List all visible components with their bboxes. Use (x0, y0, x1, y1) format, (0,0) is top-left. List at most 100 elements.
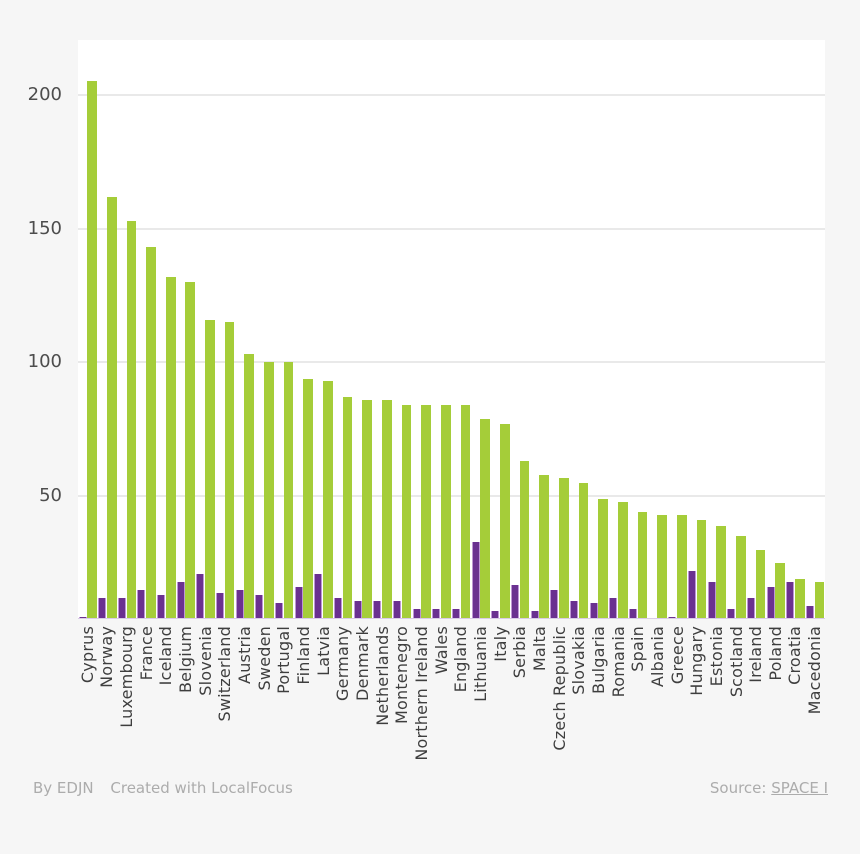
bar-ireland-purple[interactable] (746, 597, 755, 618)
gridline-100 (78, 361, 825, 364)
bar-estonia-purple[interactable] (707, 581, 716, 618)
bar-england-green[interactable] (460, 405, 471, 618)
bar-lithuania-green[interactable] (480, 418, 491, 618)
y-tick-label-50: 50 (39, 485, 62, 507)
x-label-czech-republic: Czech Republic (549, 626, 569, 751)
bar-scotland-green[interactable] (735, 536, 746, 618)
bar-czech-republic-green[interactable] (558, 477, 569, 618)
x-label-germany: Germany (333, 626, 353, 701)
bar-luxembourg-purple[interactable] (117, 597, 126, 618)
bar-denmark-green[interactable] (362, 399, 373, 618)
bar-montenegro-purple[interactable] (393, 600, 402, 618)
bar-ireland-green[interactable] (755, 549, 766, 618)
bar-slovakia-green[interactable] (578, 482, 589, 618)
bar-denmark-purple[interactable] (353, 600, 362, 618)
bar-austria-green[interactable] (244, 354, 255, 618)
bar-slovakia-purple[interactable] (569, 600, 578, 618)
bar-sweden-purple[interactable] (255, 595, 264, 618)
x-label-serbia: Serbia (510, 626, 530, 679)
bar-norway-purple[interactable] (98, 597, 107, 618)
bar-france-green[interactable] (146, 247, 156, 618)
bar-iceland-purple[interactable] (157, 595, 166, 618)
bar-albania-green[interactable] (657, 514, 667, 618)
bar-malta-green[interactable] (539, 474, 550, 618)
bar-belgium-green[interactable] (185, 282, 196, 618)
bar-spain-green[interactable] (637, 512, 648, 618)
bar-slovenia-green[interactable] (205, 319, 215, 618)
source-link[interactable]: SPACE I (771, 779, 828, 797)
bar-croatia-purple[interactable] (786, 581, 795, 618)
gridline-50 (78, 495, 825, 498)
x-label-greece: Greece (667, 626, 687, 685)
gridline-150 (78, 227, 825, 230)
bar-serbia-green[interactable] (519, 461, 530, 618)
x-label-hungary: Hungary (687, 626, 707, 696)
bar-montenegro-green[interactable] (401, 405, 412, 618)
bar-northern-ireland-purple[interactable] (412, 608, 421, 618)
bar-bulgaria-green[interactable] (598, 498, 608, 618)
bar-lithuania-purple[interactable] (471, 541, 480, 618)
x-label-malta: Malta (529, 626, 549, 672)
x-label-finland: Finland (294, 626, 314, 685)
bar-switzerland-green[interactable] (224, 322, 235, 618)
x-label-switzerland: Switzerland (215, 626, 235, 722)
bar-scotland-purple[interactable] (727, 608, 736, 618)
bar-finland-green[interactable] (303, 378, 314, 618)
bar-poland-green[interactable] (775, 563, 785, 618)
bar-switzerland-purple[interactable] (216, 592, 225, 618)
x-label-luxembourg: Luxembourg (117, 626, 137, 728)
bar-czech-republic-purple[interactable] (550, 589, 559, 618)
bar-italy-green[interactable] (500, 424, 510, 618)
bar-netherlands-purple[interactable] (373, 600, 382, 618)
bar-hungary-green[interactable] (696, 520, 707, 618)
bar-wales-green[interactable] (441, 405, 451, 618)
bar-macedonia-purple[interactable] (805, 605, 814, 618)
bar-sweden-green[interactable] (264, 362, 274, 618)
bar-macedonia-green[interactable] (814, 581, 825, 618)
bar-malta-purple[interactable] (530, 611, 539, 618)
bar-latvia-green[interactable] (323, 381, 333, 618)
bar-northern-ireland-green[interactable] (421, 405, 432, 618)
bar-greece-purple[interactable] (668, 616, 677, 618)
x-label-bulgaria: Bulgaria (588, 626, 608, 694)
bar-netherlands-green[interactable] (382, 399, 392, 618)
bar-norway-green[interactable] (106, 196, 117, 618)
bar-germany-purple[interactable] (334, 597, 343, 618)
bar-croatia-green[interactable] (794, 579, 805, 618)
x-label-italy: Italy (490, 626, 510, 662)
bar-bulgaria-purple[interactable] (589, 603, 598, 618)
bar-romania-purple[interactable] (609, 597, 618, 618)
bar-poland-purple[interactable] (766, 587, 775, 618)
bar-hungary-purple[interactable] (687, 571, 696, 618)
bar-slovenia-purple[interactable] (196, 573, 205, 618)
bar-romania-green[interactable] (617, 501, 628, 618)
x-label-albania: Albania (647, 626, 667, 688)
x-label-estonia: Estonia (706, 626, 726, 687)
bar-serbia-purple[interactable] (510, 584, 519, 618)
bar-greece-green[interactable] (676, 514, 687, 618)
bar-italy-purple[interactable] (491, 611, 500, 618)
bar-germany-green[interactable] (342, 397, 353, 618)
y-tick-label-150: 150 (27, 217, 62, 239)
bar-portugal-purple[interactable] (275, 603, 284, 618)
bar-france-purple[interactable] (137, 589, 146, 618)
bar-luxembourg-green[interactable] (126, 220, 137, 618)
bar-latvia-purple[interactable] (314, 573, 323, 618)
bar-portugal-green[interactable] (283, 362, 294, 618)
x-label-scotland: Scotland (726, 626, 746, 698)
x-axis-line (78, 618, 825, 619)
bar-finland-purple[interactable] (294, 587, 303, 618)
chart-footer-left: By EDJN Created with LocalFocus (33, 779, 293, 797)
bar-cyprus-green[interactable] (87, 81, 97, 618)
bar-wales-purple[interactable] (432, 608, 441, 618)
bar-iceland-green[interactable] (165, 276, 176, 618)
source-label: Source: (709, 779, 767, 797)
x-label-romania: Romania (608, 626, 628, 698)
bar-estonia-green[interactable] (716, 525, 726, 618)
bar-cyprus-purple[interactable] (78, 616, 87, 618)
bar-belgium-purple[interactable] (176, 581, 185, 618)
bar-england-purple[interactable] (452, 608, 460, 618)
bar-spain-purple[interactable] (628, 608, 637, 618)
bar-austria-purple[interactable] (235, 589, 244, 618)
